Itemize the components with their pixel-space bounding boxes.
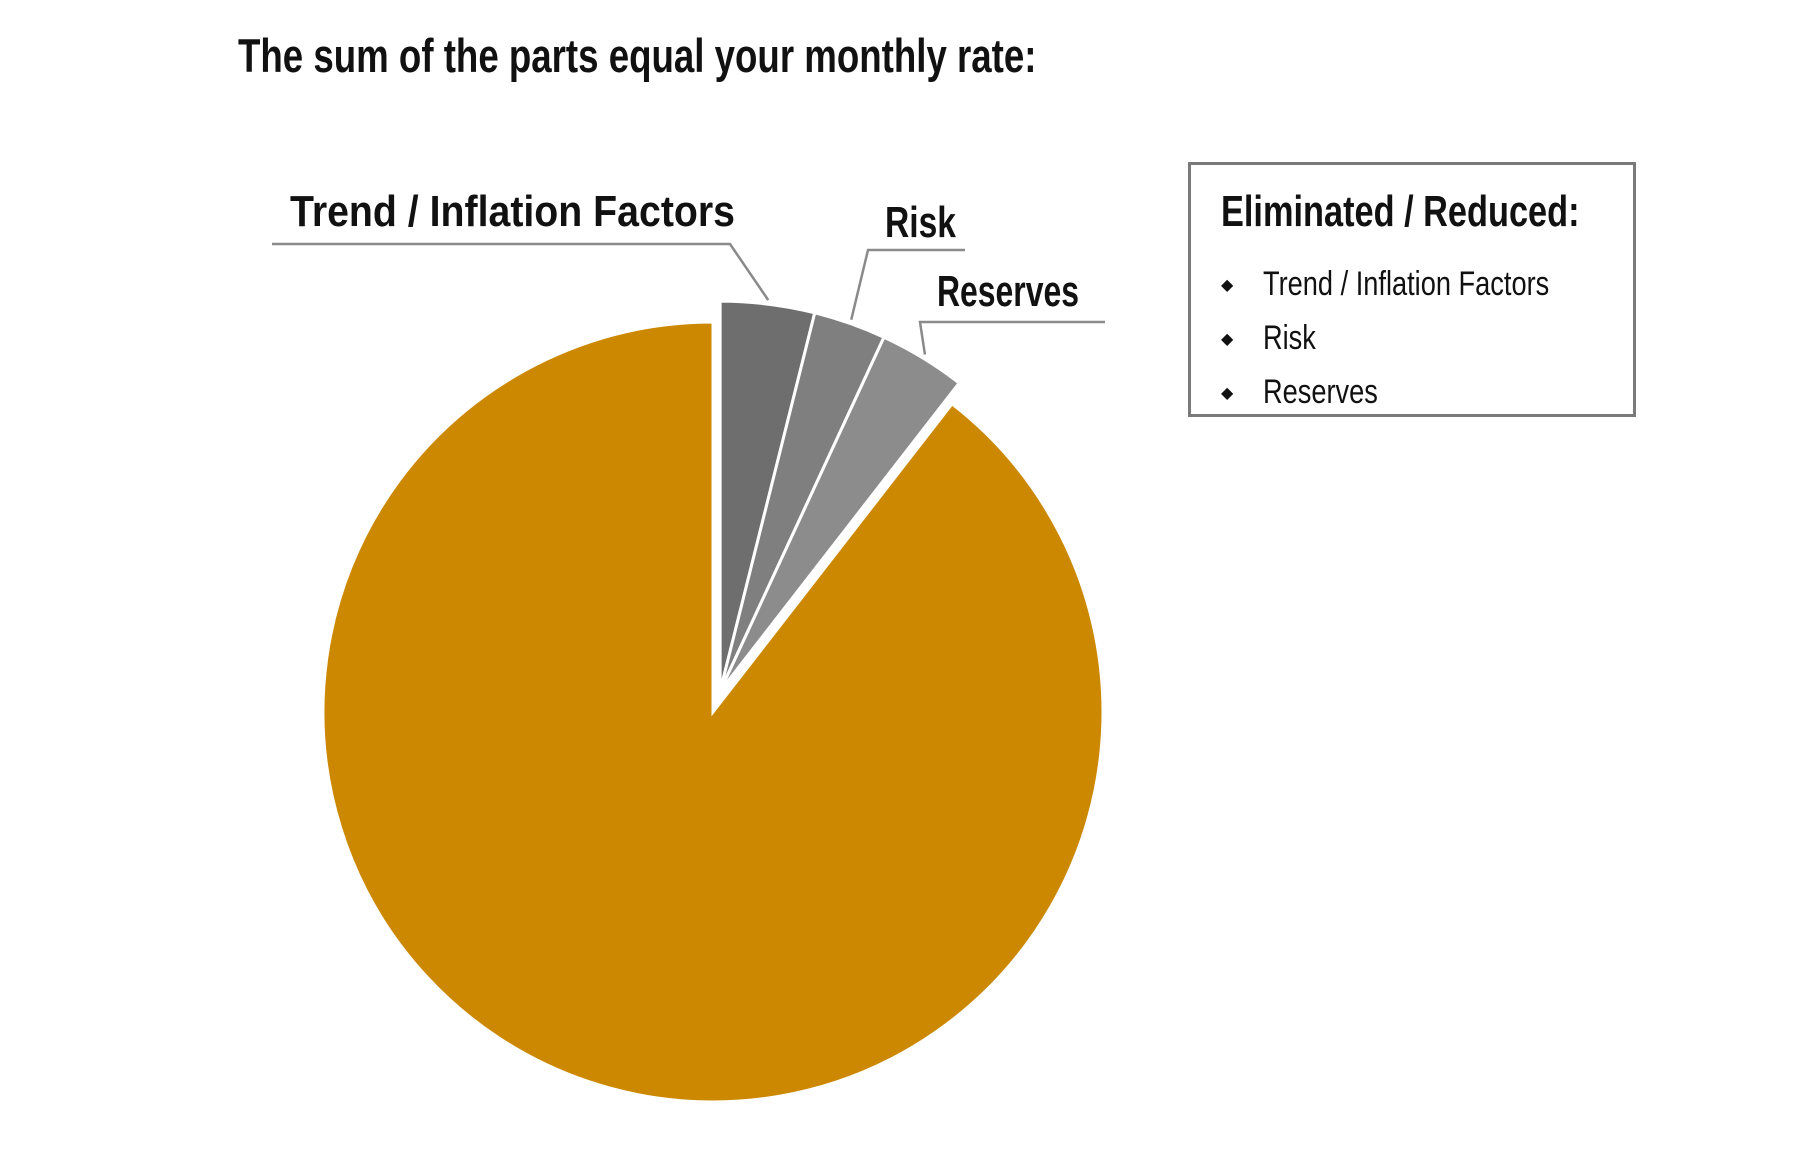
- diamond-bullet-icon: ◆: [1221, 330, 1234, 348]
- legend-item-label: Trend / Inflation Factors: [1263, 265, 1550, 303]
- legend-item: ◆ Risk: [1221, 319, 1329, 358]
- legend-item-label: Risk: [1263, 319, 1316, 357]
- data-label: Trend / Inflation Factors: [290, 187, 735, 236]
- legend-item: ◆ Trend / Inflation Factors: [1221, 265, 1621, 304]
- data-label: Risk: [885, 198, 956, 247]
- leader-line: [272, 242, 770, 301]
- leader-line: [850, 248, 965, 320]
- legend-box: Eliminated / Reduced: ◆ Trend / Inflatio…: [1188, 162, 1636, 417]
- pie-slice-reserves: [718, 335, 962, 693]
- leader-line: [918, 320, 1105, 355]
- legend-item-label: Reserves: [1263, 373, 1378, 411]
- data-label: Reserves: [937, 267, 1079, 316]
- diamond-bullet-icon: ◆: [1221, 276, 1234, 294]
- legend-heading: Eliminated / Reduced:: [1221, 187, 1580, 236]
- diamond-bullet-icon: ◆: [1221, 384, 1234, 402]
- pie-slice-base-rate: [321, 320, 1105, 1104]
- page-title: The sum of the parts equal your monthly …: [238, 29, 1037, 82]
- legend-item: ◆ Reserves: [1221, 373, 1407, 412]
